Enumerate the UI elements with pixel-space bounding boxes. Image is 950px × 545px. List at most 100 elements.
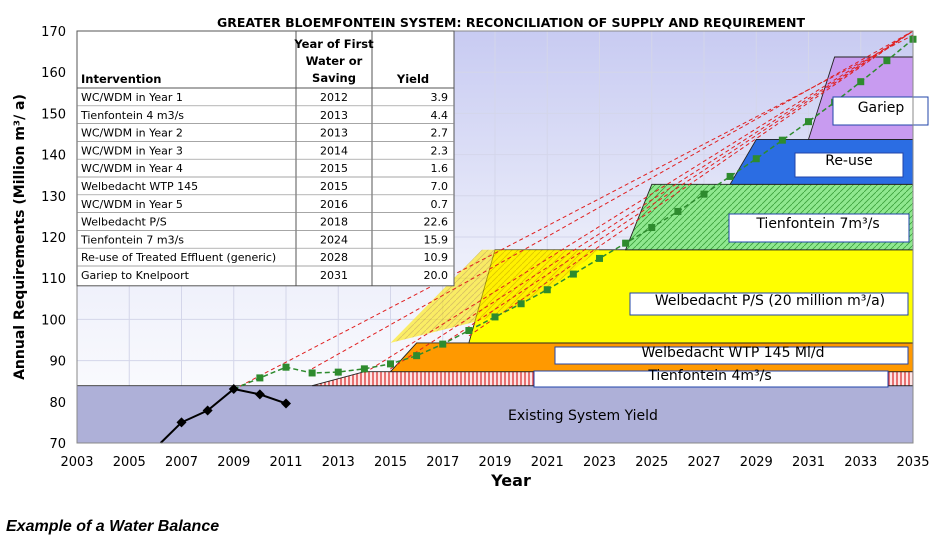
- existing-yield-area: [76, 385, 914, 444]
- requirement-point: [622, 239, 630, 247]
- table-cell-intervention: Welbedacht P/S: [81, 216, 167, 229]
- requirement-point: [543, 286, 551, 294]
- label-tienfontein-4: Tienfontein 4m³/s: [647, 368, 771, 384]
- table-header-intervention: Intervention: [81, 72, 161, 86]
- label-reuse-box: [794, 152, 904, 178]
- historical-line: [159, 387, 287, 444]
- x-tick-label: 2021: [531, 455, 564, 470]
- y-tick-label: 160: [41, 66, 66, 81]
- requirement-point: [648, 224, 656, 232]
- table-cell-intervention: WC/WDM in Year 5: [81, 198, 183, 211]
- requirement-point: [256, 374, 264, 382]
- table-cell-intervention: Welbedacht WTP 145: [81, 180, 198, 193]
- y-axis-ticks: 70 80 90 100 110 120 130 140 150 160 170: [41, 25, 66, 452]
- figure-caption: Example of a Water Balance: [6, 518, 220, 535]
- area-labels: Existing System Yield Tienfontein 4m³/s We…: [508, 96, 929, 424]
- requirement-point: [360, 365, 368, 373]
- label-welbedacht-ps: Welbedacht P/S (20 million m³/a): [655, 293, 885, 309]
- historical-point: [254, 389, 265, 400]
- x-tick-label: 2019: [478, 455, 511, 470]
- table-cell-yield: 10.9: [424, 251, 449, 264]
- table-cell-yield: 20.0: [424, 269, 449, 282]
- x-tick-label: 2035: [896, 455, 929, 470]
- table-cell-yield: 15.9: [424, 233, 449, 246]
- requirement-point: [308, 369, 316, 377]
- x-tick-label: 2029: [740, 455, 773, 470]
- table-cell-yield: 2.7: [431, 127, 449, 140]
- x-tick-label: 2005: [113, 455, 146, 470]
- scenario-line: [468, 30, 914, 337]
- requirement-point: [857, 78, 865, 86]
- table-cell-year: 2024: [320, 233, 348, 246]
- ps-hatch-wedge: [390, 249, 600, 343]
- scenario-lines: [233, 30, 914, 390]
- table-cell-intervention: Re-use of Treated Effluent (generic): [81, 251, 276, 264]
- requirement-point: [465, 327, 473, 335]
- chart-container: Existing System Yield Tienfontein 4m³/s We…: [12, 15, 930, 490]
- x-tick-label: 2007: [165, 455, 198, 470]
- x-axis-ticks: 2003 2005 2007 2009 2011 2013 2015 2017 2019 2021…: [60, 455, 929, 470]
- x-tick-label: 2017: [426, 455, 459, 470]
- x-tick-label: 2027: [687, 455, 720, 470]
- historical-point: [228, 384, 239, 395]
- table-cell-year: 2014: [320, 144, 348, 157]
- table-cell-year: 2028: [320, 251, 348, 264]
- x-tick-label: 2025: [635, 455, 668, 470]
- y-tick-label: 70: [49, 437, 66, 452]
- requirement-point: [778, 136, 786, 144]
- table-frame: [76, 30, 455, 287]
- table-cell-intervention: WC/WDM in Year 3: [81, 144, 183, 157]
- requirement-point: [491, 313, 499, 321]
- requirement-point: [726, 172, 734, 180]
- table-cell-year: 2018: [320, 216, 348, 229]
- requirement-series: [233, 35, 917, 390]
- x-tick-label: 2009: [217, 455, 250, 470]
- x-axis-label: Year: [490, 471, 531, 490]
- scenario-line: [390, 30, 914, 370]
- label-tienfontein-4-box: [533, 370, 889, 388]
- x-tick-label: 2023: [583, 455, 616, 470]
- label-gariep-box: [832, 96, 929, 126]
- x-tick-label: 2003: [60, 455, 93, 470]
- table-cell-intervention: WC/WDM in Year 2: [81, 127, 183, 140]
- table-cell-year: 2013: [320, 109, 348, 122]
- table-header-year: Water or: [306, 54, 363, 68]
- table-cell-yield: 1.6: [431, 162, 449, 175]
- table-cell-yield: 0.7: [431, 198, 449, 211]
- historical-series: [159, 384, 291, 444]
- requirement-point: [805, 118, 812, 126]
- label-reuse: Re-use: [825, 153, 873, 169]
- label-tienfontein-7-box: [728, 213, 910, 243]
- table-cell-intervention: Tienfontein 7 m3/s: [80, 233, 184, 246]
- requirement-point: [674, 207, 682, 215]
- x-tick-label: 2011: [269, 455, 302, 470]
- y-tick-label: 100: [41, 313, 66, 328]
- table-cell-year: 2015: [320, 180, 348, 193]
- requirement-point: [700, 190, 708, 198]
- x-tick-label: 2033: [844, 455, 877, 470]
- requirement-point: [413, 352, 421, 360]
- requirement-line: [233, 38, 914, 390]
- requirement-point: [334, 368, 342, 376]
- table-header-yield: Yield: [396, 72, 429, 86]
- requirement-point: [883, 57, 891, 65]
- requirement-point: [752, 155, 760, 163]
- x-tick-label: 2013: [322, 455, 355, 470]
- interventions-table: Intervention Year of First Water or Saving Y…: [76, 30, 455, 287]
- water-balance-chart: Existing System Yield Tienfontein 4m³/s We…: [12, 15, 930, 490]
- y-tick-label: 170: [41, 25, 66, 40]
- historical-point: [202, 405, 213, 416]
- chart-title: GREATER BLOEMFONTEIN SYSTEM: RECONCILIAT…: [217, 15, 806, 30]
- table-cell-intervention: WC/WDM in Year 1: [81, 91, 183, 104]
- table-cell-intervention: Tienfontein 4 m3/s: [80, 109, 184, 122]
- historical-point: [176, 417, 187, 428]
- y-tick-label: 130: [41, 190, 66, 205]
- table-cell-year: 2015: [320, 162, 348, 175]
- y-axis-label: Annual Requirements (Million m³/ a): [12, 94, 28, 380]
- y-tick-label: 150: [41, 107, 66, 122]
- table-cell-year: 2012: [320, 91, 348, 104]
- y-tick-label: 80: [49, 396, 66, 411]
- label-tienfontein-7: Tienfontein 7m³/s: [755, 216, 879, 232]
- historical-point: [281, 398, 291, 409]
- table-cell-year: 2013: [320, 127, 348, 140]
